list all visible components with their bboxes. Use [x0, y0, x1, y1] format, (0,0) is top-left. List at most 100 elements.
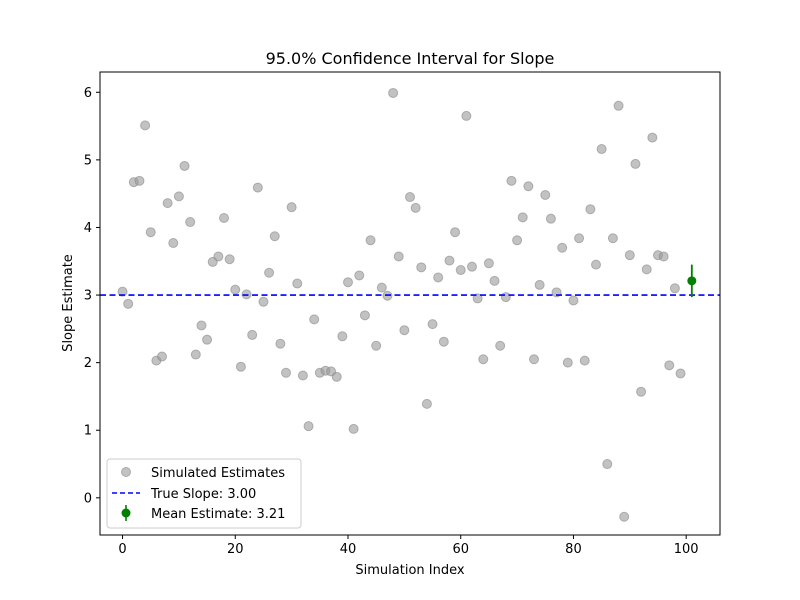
legend-label-points: Simulated Estimates: [151, 466, 285, 481]
legend-label-true-line: True Slope: 3.00: [150, 487, 256, 502]
data-point: [619, 511, 630, 522]
data-point: [433, 272, 444, 283]
data-point: [675, 368, 686, 379]
data-point: [591, 259, 601, 270]
data-point: [410, 202, 421, 213]
data-point: [557, 242, 568, 253]
data-point: [388, 87, 399, 98]
x-tick-label: 20: [227, 542, 244, 557]
data-point: [512, 235, 523, 246]
data-point: [179, 160, 190, 171]
data-point: [331, 371, 342, 382]
data-point: [478, 354, 489, 365]
data-point: [281, 367, 291, 378]
data-point: [444, 255, 455, 266]
y-tick-label: 5: [84, 153, 92, 168]
data-point: [461, 110, 472, 121]
data-point: [529, 354, 539, 365]
data-point: [173, 191, 184, 202]
data-point: [455, 265, 466, 276]
data-point: [235, 361, 246, 372]
data-point: [658, 251, 669, 262]
data-point: [393, 251, 404, 262]
legend-label-mean: Mean Estimate: 3.21: [151, 507, 285, 522]
data-point: [421, 398, 432, 409]
data-point: [292, 278, 303, 289]
data-point: [190, 349, 201, 360]
x-tick-label: 100: [674, 542, 699, 557]
data-point: [624, 250, 635, 261]
data-point: [224, 254, 235, 265]
data-point: [376, 282, 387, 293]
data-point: [348, 423, 359, 434]
data-point: [579, 355, 590, 366]
x-tick-label: 0: [118, 542, 126, 557]
data-point: [613, 100, 624, 111]
data-point: [467, 261, 477, 272]
data-point: [303, 421, 314, 432]
data-point: [399, 325, 410, 336]
data-point: [450, 227, 461, 238]
y-tick-label: 4: [84, 221, 92, 236]
data-point: [258, 296, 269, 307]
data-point: [202, 334, 213, 345]
data-point: [500, 292, 511, 303]
data-point: [495, 340, 506, 351]
data-point: [523, 181, 534, 192]
data-point: [664, 360, 675, 371]
data-point: [669, 283, 680, 294]
data-point: [630, 158, 641, 169]
data-point: [196, 320, 207, 331]
data-point: [140, 120, 151, 131]
y-tick-label: 6: [84, 86, 92, 101]
y-tick-label: 0: [84, 491, 92, 506]
data-point: [269, 231, 280, 242]
mean-estimate-point: [687, 276, 697, 286]
data-point: [185, 217, 196, 228]
mean-estimate-layer: [687, 264, 697, 298]
y-axis-label: Slope Estimate: [61, 254, 76, 352]
data-point: [365, 235, 376, 246]
x-tick-label: 80: [565, 542, 582, 557]
chart-title: 95.0% Confidence Interval for Slope: [266, 49, 555, 68]
data-point: [574, 233, 585, 244]
data-point: [416, 262, 427, 273]
legend-box: [106, 458, 302, 529]
data-point: [247, 329, 258, 340]
data-point: [641, 264, 652, 275]
data-point: [359, 310, 370, 321]
data-point: [534, 279, 545, 290]
data-point: [472, 293, 483, 304]
data-point: [540, 190, 551, 201]
y-tick-label: 1: [84, 424, 92, 439]
data-point: [117, 286, 128, 297]
data-point: [506, 175, 517, 186]
y-axis-ticks: 0 1 2 3 4 5 6: [84, 86, 100, 506]
data-point: [297, 370, 308, 381]
data-point: [168, 238, 179, 249]
data-point: [568, 295, 579, 306]
x-axis-label: Simulation Index: [355, 563, 464, 578]
data-point: [145, 227, 156, 238]
legend-marker-mean: [121, 508, 131, 518]
plot-area: [99, 71, 721, 536]
data-point: [596, 144, 607, 155]
data-point: [517, 212, 528, 223]
data-point: [134, 175, 145, 186]
y-tick-label: 3: [84, 289, 92, 304]
data-point: [337, 331, 348, 342]
legend-marker-points: [121, 467, 131, 477]
data-point: [230, 284, 241, 295]
x-axis-ticks: 0 20 40 60 80 100: [118, 535, 699, 557]
data-point: [286, 202, 297, 213]
y-tick-label: 2: [84, 356, 92, 371]
data-point: [562, 357, 573, 368]
data-point: [157, 351, 167, 362]
legend: Simulated Estimates True Slope: 3.00 Mea…: [106, 458, 302, 529]
scatter-points: [117, 87, 686, 522]
data-point: [354, 270, 365, 281]
data-point: [213, 251, 224, 262]
data-point: [438, 336, 449, 347]
data-point: [371, 340, 382, 351]
